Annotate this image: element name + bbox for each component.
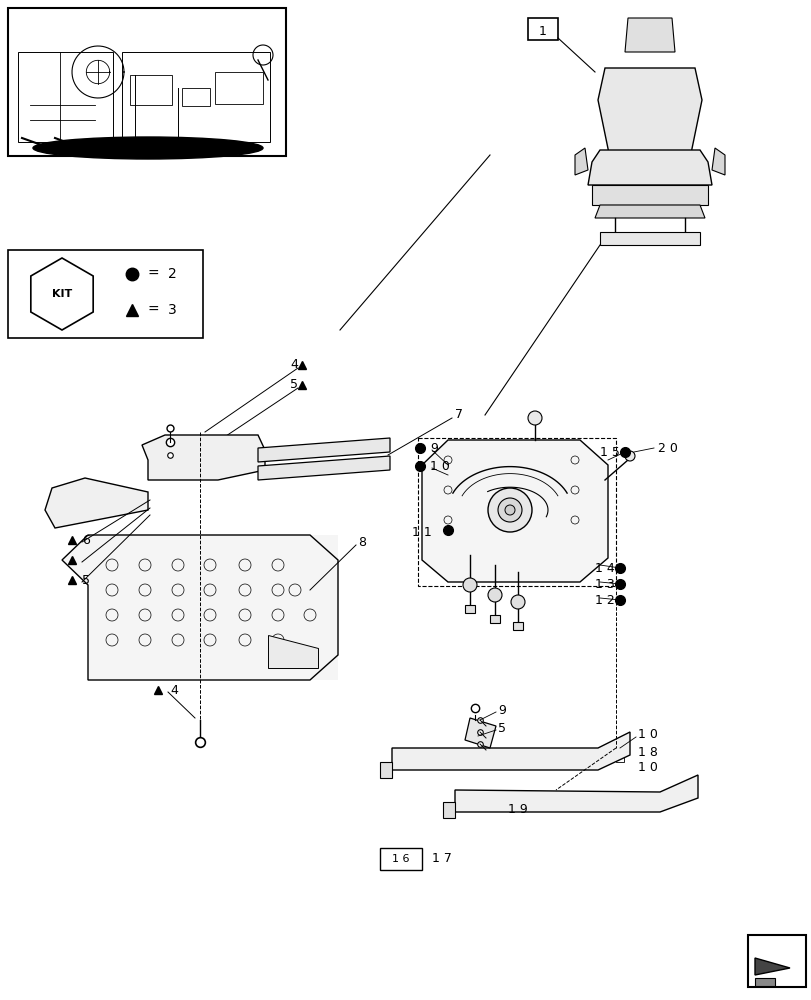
- Text: 6: 6: [82, 534, 90, 546]
- Polygon shape: [392, 732, 629, 770]
- Text: 1 5: 1 5: [599, 446, 620, 458]
- Circle shape: [497, 498, 521, 522]
- Polygon shape: [258, 456, 389, 480]
- Polygon shape: [587, 150, 711, 185]
- Polygon shape: [754, 958, 789, 975]
- Polygon shape: [465, 718, 496, 748]
- Polygon shape: [489, 615, 500, 623]
- Text: 9: 9: [430, 442, 437, 454]
- Polygon shape: [574, 148, 587, 175]
- Text: 4: 4: [290, 359, 298, 371]
- Bar: [8, 250, 203, 338]
- Polygon shape: [599, 232, 699, 245]
- Text: 1: 1: [539, 25, 547, 38]
- Text: 3: 3: [168, 303, 177, 317]
- Bar: [215, 72, 263, 104]
- Polygon shape: [380, 762, 392, 778]
- Polygon shape: [465, 605, 474, 613]
- Text: =: =: [148, 303, 160, 317]
- Text: 9: 9: [497, 704, 505, 716]
- Text: 1 2: 1 2: [594, 593, 614, 606]
- Circle shape: [487, 588, 501, 602]
- Polygon shape: [591, 185, 707, 205]
- Text: 5: 5: [497, 722, 505, 734]
- Circle shape: [527, 411, 541, 425]
- Circle shape: [510, 595, 525, 609]
- Bar: [418, 438, 616, 586]
- Text: 1 7: 1 7: [431, 852, 451, 865]
- Bar: [556, 754, 564, 762]
- Text: 5: 5: [290, 378, 298, 391]
- Text: 5: 5: [82, 574, 90, 586]
- Circle shape: [504, 505, 514, 515]
- Text: 1 9: 1 9: [508, 803, 527, 816]
- Text: 7: 7: [454, 408, 462, 422]
- Bar: [122, 52, 270, 142]
- Text: 1 0: 1 0: [637, 728, 657, 742]
- Text: 1 1: 1 1: [412, 526, 431, 538]
- Bar: [747, 935, 805, 987]
- Text: KIT: KIT: [52, 289, 72, 299]
- Text: 8: 8: [358, 536, 366, 548]
- Polygon shape: [142, 435, 264, 480]
- Polygon shape: [454, 775, 697, 812]
- Bar: [182, 88, 210, 106]
- Bar: [625, 796, 633, 804]
- Text: 1 6: 1 6: [392, 854, 410, 864]
- Circle shape: [487, 488, 531, 532]
- Text: 1 4: 1 4: [594, 562, 614, 574]
- Bar: [88, 535, 337, 680]
- Text: 1 0: 1 0: [430, 460, 449, 473]
- Polygon shape: [422, 440, 607, 582]
- Bar: [616, 754, 623, 762]
- Bar: [8, 8, 285, 156]
- Bar: [130, 75, 172, 105]
- Text: 2: 2: [168, 267, 177, 281]
- Polygon shape: [45, 478, 148, 528]
- Circle shape: [624, 451, 634, 461]
- Text: 1 0: 1 0: [637, 761, 657, 774]
- Polygon shape: [268, 635, 318, 668]
- Circle shape: [462, 578, 476, 592]
- Polygon shape: [62, 535, 337, 680]
- Bar: [18, 52, 113, 142]
- Polygon shape: [443, 802, 454, 818]
- Text: 1 8: 1 8: [637, 746, 657, 758]
- Bar: [527, 18, 557, 40]
- Text: 2 0: 2 0: [657, 442, 677, 454]
- Ellipse shape: [33, 137, 263, 159]
- Polygon shape: [624, 18, 674, 52]
- Polygon shape: [513, 622, 522, 630]
- Polygon shape: [258, 438, 389, 462]
- Polygon shape: [597, 68, 702, 168]
- Bar: [586, 754, 594, 762]
- Text: 4: 4: [169, 684, 178, 696]
- Bar: [655, 796, 663, 804]
- Polygon shape: [594, 205, 704, 218]
- Bar: [595, 796, 603, 804]
- Bar: [380, 848, 422, 870]
- Text: =: =: [148, 267, 160, 281]
- Text: 1 3: 1 3: [594, 578, 614, 590]
- Polygon shape: [711, 148, 724, 175]
- Bar: [754, 978, 774, 986]
